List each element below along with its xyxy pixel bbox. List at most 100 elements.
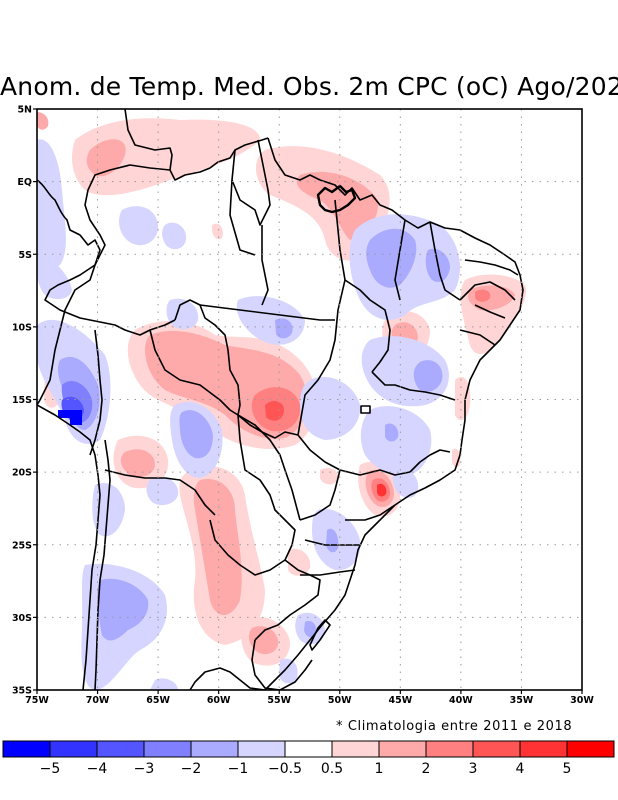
colorbar-swatch [566,740,615,758]
border-paraguay [209,414,296,576]
coastline-pacific [37,179,101,406]
cold-area-sp [392,468,419,498]
map-title: Anom. de Temp. Med. Obs. 2m CPC (oC) Ago… [0,72,618,101]
cold-area-parana-core [326,528,339,553]
coastline-atlantic-north [264,179,524,690]
colorbar-label: −4 [87,761,108,777]
border-argentina-brazil [254,559,321,641]
colorbar-label: −0.5 [268,761,302,777]
cold-area-mato-grosso-core [275,318,293,339]
cold-area-goias [300,376,361,440]
colorbar-label: −5 [40,761,61,777]
warm-area-bahia-coast [455,376,471,421]
border-states-northeast [394,219,519,346]
colorbar-swatch [425,740,474,758]
lat-tick-label: 25S [12,540,32,551]
cold-area-bahia-core [413,360,443,392]
border-brazil-peru [44,254,176,336]
distrito-federal [360,405,371,414]
warm-area-northwest-core [86,139,126,177]
colorbar-swatch [143,740,192,758]
border-bolivia-paraguay [149,329,239,416]
lon-tick-label: 75W [25,695,49,706]
cold-area-amazonas-2 [162,222,187,250]
warm-area-minas-peak [377,483,387,497]
colorbar-label: 1 [375,761,384,777]
lon-tick-label: 55W [267,695,291,706]
colorbar-swatch [96,740,145,758]
colorbar-legend: −5 −4 −3 −2 −1 −0.5 0.5 1 2 3 4 5 [2,740,615,777]
colorbar-label: −3 [134,761,155,777]
warm-area-chaco-core [120,449,155,477]
border-peru-bolivia [89,329,103,456]
cold-area-amazonas-1 [119,206,159,246]
cold-area-rs-south [279,658,298,684]
border-guyana [231,139,271,226]
cold-area-bolivia-core [179,410,213,459]
colorbar-swatch [190,740,239,758]
cold-area-chile-core [97,578,149,641]
colorbar-swatch [49,740,98,758]
colorbar-swatch [2,740,51,758]
colorbar-label: 4 [516,761,525,777]
lon-tick-label: 40W [449,695,473,706]
cold-area-minas-bahia [360,406,432,476]
warm-area-sao-paulo [320,468,339,485]
warm-area-paraguay-core [193,479,242,615]
lat-tick-label: 30S [12,613,32,624]
lon-tick-label: 50W [328,695,352,706]
cold-area-rs-core [304,620,317,638]
lat-tick-label: 10S [12,322,32,333]
border-venezuela-colombia [124,109,269,181]
colorbar-swatch [284,740,333,758]
border-colombia-brazil [84,164,171,256]
border-states-central [297,199,411,476]
border-state-ms-mt [237,414,301,521]
colorbar-label: 5 [563,761,572,777]
colorbar-swatch [331,740,380,758]
lon-tick-label: 70W [86,695,110,706]
cold-area-maranhao-core [366,228,417,288]
warm-area-uruguay-core [248,626,279,655]
border-states-north [199,179,335,321]
cold-area-peru-north [37,250,72,300]
warm-area-northwest [72,118,261,196]
colorbar-label: 0.5 [321,761,343,777]
colorbar-swatch [237,740,286,758]
colorbar-label: −1 [228,761,249,777]
colorbar-label: −2 [181,761,202,777]
cold-area-chaco-south [146,477,179,506]
coastline-rio-de-la-plata [189,667,266,690]
border-bolivia-argentina [104,469,216,516]
warm-area-central-peak [265,400,285,421]
border-uruguay [251,639,313,690]
lat-tick-label: 5N [17,105,32,116]
border-states-southeast [299,371,456,576]
cold-area-rondonia [166,298,199,330]
axis-ticks: 75W 70W 65W 60W 55W 50W 45W 40W 35W 30W 5N EQ 5S 10S 1… [12,105,594,707]
lat-tick-label: 5S [19,250,33,261]
colorbar-label: 2 [422,761,431,777]
gridlines [37,109,582,690]
lon-tick-label: 30W [570,695,594,706]
lon-tick-label: 35W [510,695,534,706]
coastlines-and-borders [37,109,524,690]
warm-area-para-core [296,171,379,240]
lat-tick-label: 20S [12,468,32,479]
climatology-note: * Climatologia entre 2011 e 2018 [336,719,573,734]
lat-tick-label: EQ [17,177,32,188]
lagoa-dos-patos [309,619,331,651]
lat-tick-label: 35S [12,686,32,697]
cold-anomaly-areas [37,139,460,690]
warm-area-top-left [37,112,49,130]
colorbar-swatch [472,740,521,758]
coastline-peru-chile [37,404,101,690]
warm-area-santa-catarina [288,548,311,576]
marajo-island [316,184,357,214]
border-brazil-bolivia [174,299,299,439]
lat-tick-label: 15S [12,395,32,406]
cold-area-argentina-pan [150,678,178,690]
lon-tick-label: 65W [146,695,170,706]
border-suriname [267,137,321,181]
